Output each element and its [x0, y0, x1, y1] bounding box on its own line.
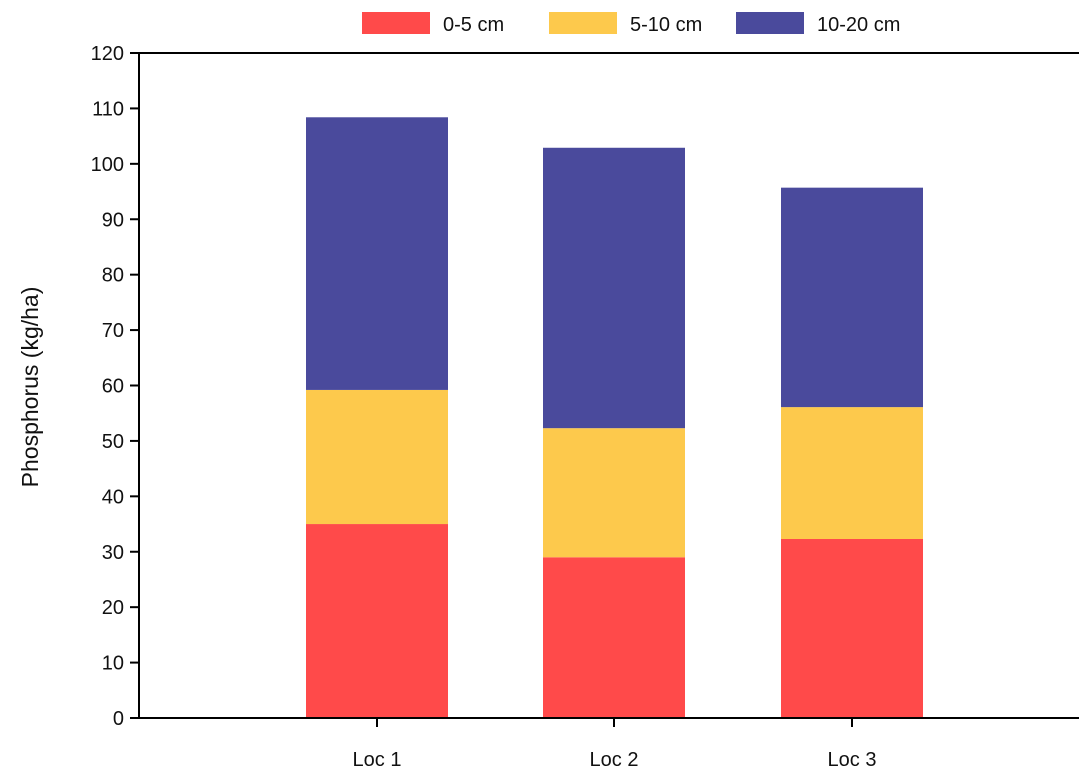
y-tick-label: 120 — [91, 43, 124, 65]
y-tick-label: 110 — [92, 98, 124, 120]
y-tick-label: 30 — [102, 542, 124, 564]
bar-loc-1-series-2 — [306, 117, 448, 390]
bar-loc-2-series-2 — [543, 147, 685, 429]
legend-swatch — [736, 12, 804, 34]
bar-loc-3-series-0 — [781, 539, 923, 718]
x-axis-ticks: Loc 1 Loc 2 Loc 3 — [353, 718, 877, 771]
x-tick-label: Loc 3 — [828, 749, 877, 771]
y-tick-label: 40 — [102, 486, 124, 508]
y-tick-label: 80 — [102, 265, 124, 287]
legend: 0-5 cm 5-10 cm 10-20 cm — [362, 12, 900, 36]
legend-label: 5-10 cm — [630, 14, 702, 36]
y-tick-label: 50 — [102, 431, 124, 453]
y-axis-ticks: 0 10 20 30 40 50 60 70 80 90 100 110 120 — [91, 43, 139, 730]
legend-swatch — [549, 12, 617, 34]
y-tick-label: 70 — [102, 320, 124, 342]
bar-loc-2-series-0 — [543, 557, 685, 718]
legend-label: 10-20 cm — [817, 14, 900, 36]
y-tick-label: 90 — [102, 209, 124, 231]
legend-swatch — [362, 12, 430, 34]
bars — [306, 117, 923, 718]
y-tick-label: 100 — [91, 154, 124, 176]
y-tick-label: 20 — [102, 597, 124, 619]
legend-label: 0-5 cm — [443, 14, 504, 36]
y-axis-title: Phosphorus (kg/ha) — [17, 287, 43, 488]
y-tick-label: 60 — [102, 376, 124, 398]
x-tick-label: Loc 2 — [590, 749, 639, 771]
bar-loc-1-series-1 — [306, 389, 448, 525]
x-tick-label: Loc 1 — [353, 749, 402, 771]
bar-loc-2-series-1 — [543, 428, 685, 558]
y-tick-label: 0 — [113, 708, 124, 730]
bar-loc-3-series-1 — [781, 407, 923, 540]
bar-loc-1-series-0 — [306, 524, 448, 718]
y-tick-label: 10 — [102, 653, 124, 675]
bar-loc-3-series-2 — [781, 187, 923, 408]
